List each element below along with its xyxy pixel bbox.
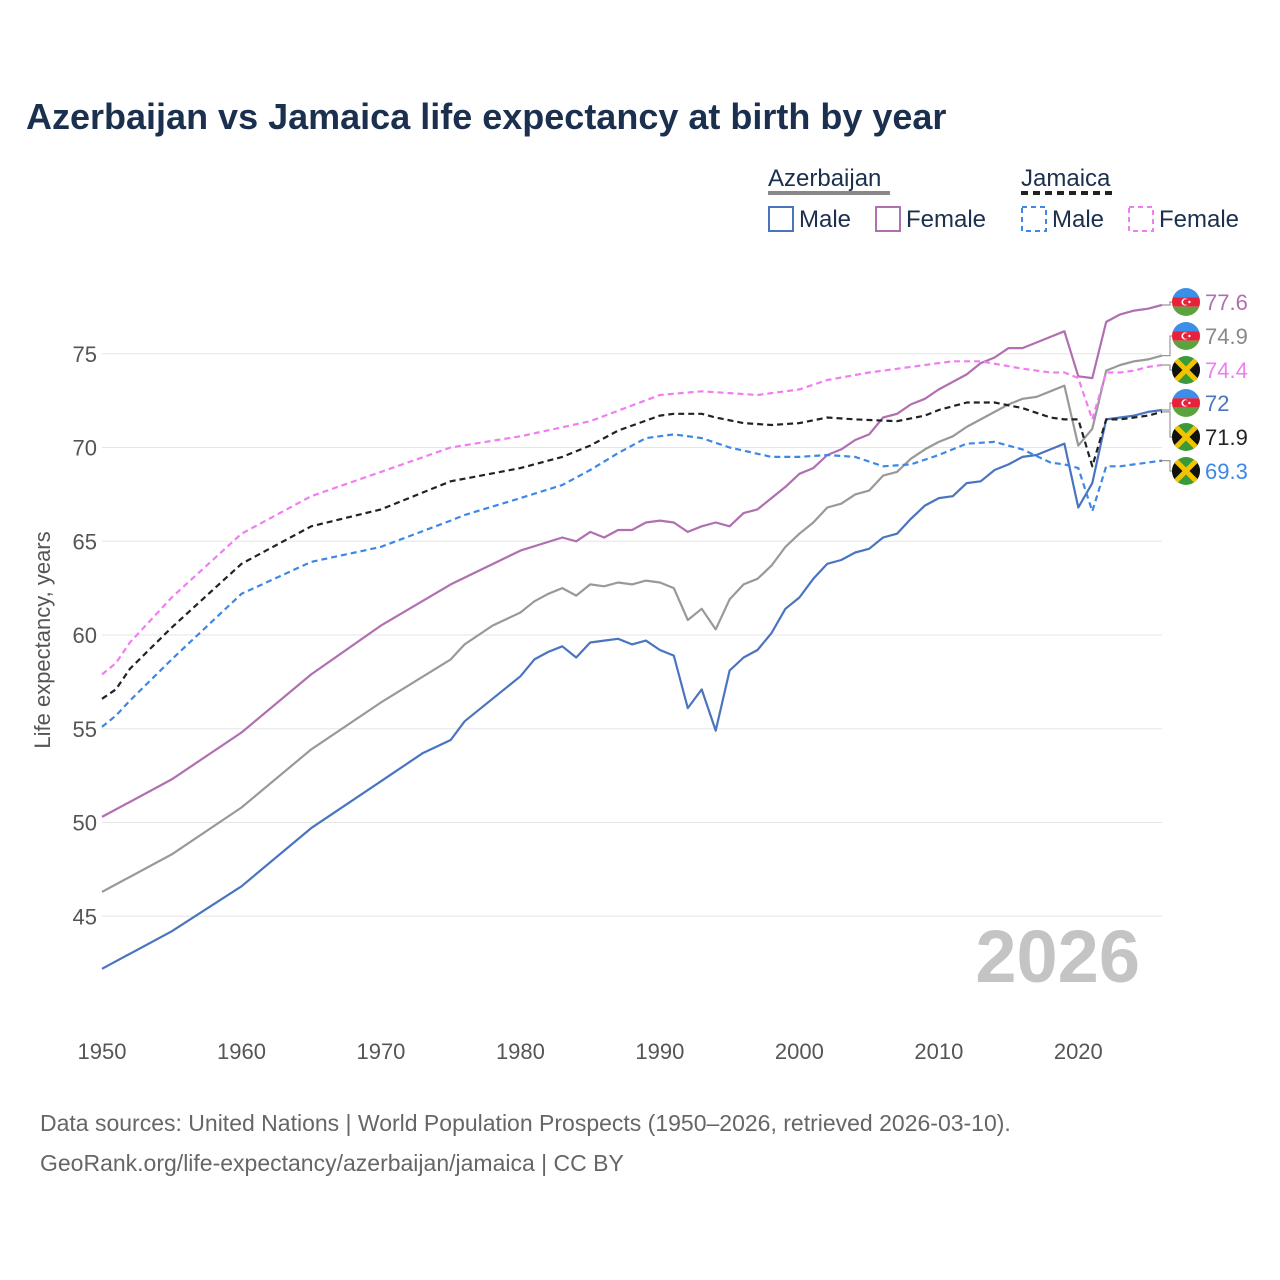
azerbaijan-flag-icon [1172,288,1200,316]
y-tick-label: 75 [73,342,97,367]
legend-item-azerbaijan-male[interactable]: Male [799,206,851,233]
legend-swatch-jamaica-male [1021,206,1047,232]
y-tick-label: 60 [73,623,97,648]
series-line [101,408,1163,970]
x-tick-label: 2020 [1054,1039,1103,1064]
legend-group-azerbaijan[interactable]: Azerbaijan [768,165,881,192]
legend-item-azerbaijan-female[interactable]: Female [906,206,986,233]
y-tick-label: 50 [73,811,97,836]
y-axis: 45 50 55 60 65 70 75 [73,342,97,930]
year-watermark: 2026 [975,915,1140,998]
jamaica-flag-icon [1172,457,1200,485]
series-line [101,354,1163,893]
end-labels: 77.6 74.9 74.4 72 71.9 69.3 [1162,288,1248,485]
x-tick-label: 1950 [78,1039,127,1064]
end-label-value: 74.9 [1205,324,1248,349]
x-axis: 1950 1960 1970 1980 1990 2000 2010 2020 [78,1039,1103,1064]
y-tick-label: 70 [73,436,97,461]
gridlines [102,353,1162,917]
end-label-value: 72 [1205,391,1229,416]
azerbaijan-flag-icon [1172,322,1200,350]
chart-title: Azerbaijan vs Jamaica life expectancy at… [26,96,946,137]
x-tick-label: 2000 [775,1039,824,1064]
end-label-value: 77.6 [1205,290,1248,315]
y-tick-label: 65 [73,529,97,554]
jamaica-flag-icon [1172,423,1200,451]
x-tick-label: 1980 [496,1039,545,1064]
x-tick-label: 1990 [635,1039,684,1064]
legend[interactable]: Azerbaijan Jamaica Male Female Male Fema… [768,165,1239,233]
y-axis-label: Life expectancy, years [30,531,55,748]
legend-swatch-azerbaijan-male [768,206,794,232]
x-tick-label: 1970 [356,1039,405,1064]
series-line [101,360,1163,676]
series-line [101,401,1163,700]
y-tick-label: 55 [73,717,97,742]
series-line [101,303,1163,818]
x-tick-label: 2010 [914,1039,963,1064]
legend-swatch-jamaica-female [1128,206,1154,232]
legend-item-jamaica-male[interactable]: Male [1052,206,1104,233]
end-label-value: 69.3 [1205,459,1248,484]
legend-swatch-azerbaijan-female [875,206,901,232]
series-lines [101,303,1163,970]
footer-sources: Data sources: United Nations | World Pop… [40,1110,1011,1136]
legend-group-jamaica[interactable]: Jamaica [1021,165,1111,192]
series-line [101,433,1163,728]
end-label-value: 74.4 [1205,358,1248,383]
azerbaijan-flag-icon [1172,389,1200,417]
y-tick-label: 45 [73,904,97,929]
end-label-value: 71.9 [1205,425,1248,450]
legend-item-jamaica-female[interactable]: Female [1159,206,1239,233]
footer-attribution[interactable]: GeoRank.org/life-expectancy/azerbaijan/j… [40,1150,624,1176]
jamaica-flag-icon [1172,356,1200,384]
x-tick-label: 1960 [217,1039,266,1064]
